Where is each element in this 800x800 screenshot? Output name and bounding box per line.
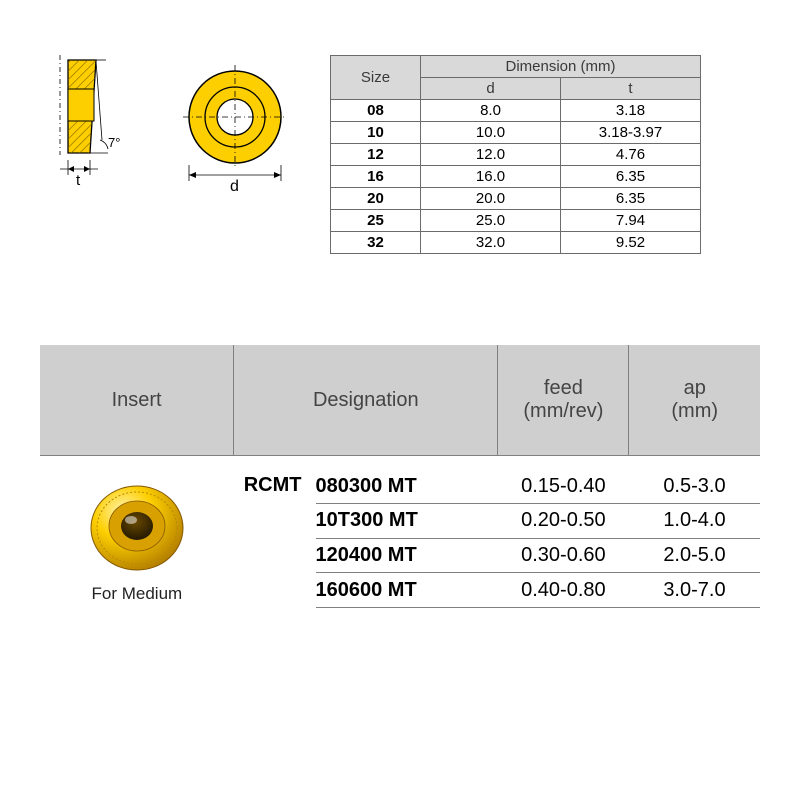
technical-diagrams: 7° t d: [50, 55, 310, 195]
insert-header-designation: Designation: [234, 345, 498, 456]
insert-image-cell: For Medium: [40, 470, 234, 608]
dimension-table: Size Dimension (mm) d t 088.03.18 1010.0…: [330, 55, 701, 254]
feed-value: 0.30-0.60: [498, 538, 629, 573]
table-row: For Medium RCMT 080300 MT 0.15-0.40 0.5-…: [40, 470, 760, 504]
designation-code: 120400 MT: [316, 538, 498, 573]
table-row: 1010.03.18-3.97: [331, 122, 701, 144]
d-dimension-label: d: [230, 178, 239, 195]
angle-label: 7°: [108, 135, 120, 150]
top-view-diagram: d: [170, 65, 300, 195]
designation-code: 10T300 MT: [316, 504, 498, 539]
insert-header-insert: Insert: [40, 345, 234, 456]
ap-value: 2.0-5.0: [629, 538, 760, 573]
table-row: 2525.07.94: [331, 210, 701, 232]
side-view-diagram: 7° t: [50, 55, 140, 195]
spacer-row: [40, 456, 760, 470]
designation-code: 080300 MT: [316, 470, 498, 504]
table-row: 2020.06.35: [331, 188, 701, 210]
insert-section: Insert Designation feed (mm/rev) ap (mm): [40, 345, 760, 608]
feed-value: 0.40-0.80: [498, 573, 629, 608]
designation-code: 160600 MT: [316, 573, 498, 608]
insert-header-feed: feed (mm/rev): [498, 345, 629, 456]
feed-value: 0.15-0.40: [498, 470, 629, 504]
table-row: 088.03.18: [331, 100, 701, 122]
designation-prefix: RCMT: [234, 470, 316, 608]
dim-subheader-d: d: [421, 78, 561, 100]
insert-caption: For Medium: [92, 584, 183, 604]
insert-header-ap: ap (mm): [629, 345, 760, 456]
insert-table: Insert Designation feed (mm/rev) ap (mm): [40, 345, 760, 608]
insert-render-icon: [87, 478, 187, 578]
table-row: 1212.04.76: [331, 144, 701, 166]
dimension-table-body: 088.03.18 1010.03.18-3.97 1212.04.76 161…: [331, 100, 701, 254]
dim-header-size: Size: [331, 56, 421, 100]
table-row: 1616.06.35: [331, 166, 701, 188]
dim-subheader-t: t: [561, 78, 701, 100]
ap-value: 1.0-4.0: [629, 504, 760, 539]
ap-value: 0.5-3.0: [629, 470, 760, 504]
dim-header-dimension: Dimension (mm): [421, 56, 701, 78]
ap-value: 3.0-7.0: [629, 573, 760, 608]
t-dimension-label: t: [76, 172, 81, 189]
table-row: 3232.09.52: [331, 232, 701, 254]
top-section: 7° t d Size: [50, 55, 760, 254]
feed-value: 0.20-0.50: [498, 504, 629, 539]
